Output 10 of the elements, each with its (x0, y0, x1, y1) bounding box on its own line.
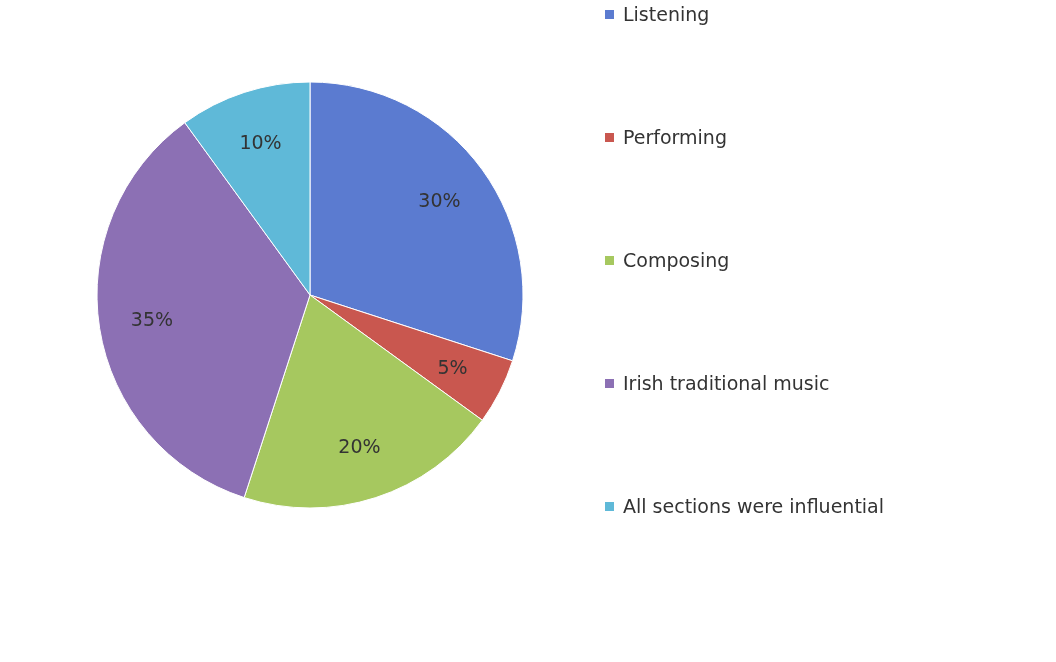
data-label: 10% (239, 130, 282, 153)
data-label: 20% (338, 435, 381, 458)
data-label: 30% (418, 188, 461, 211)
legend-label: Performing (623, 125, 727, 148)
legend-label: Composing (623, 248, 730, 271)
legend-label: Listening (623, 2, 710, 25)
legend-label: Irish traditional music (623, 371, 830, 394)
legend-label: All sections were influential (623, 494, 885, 517)
data-label: 35% (130, 308, 174, 331)
data-label: 5% (437, 355, 468, 378)
